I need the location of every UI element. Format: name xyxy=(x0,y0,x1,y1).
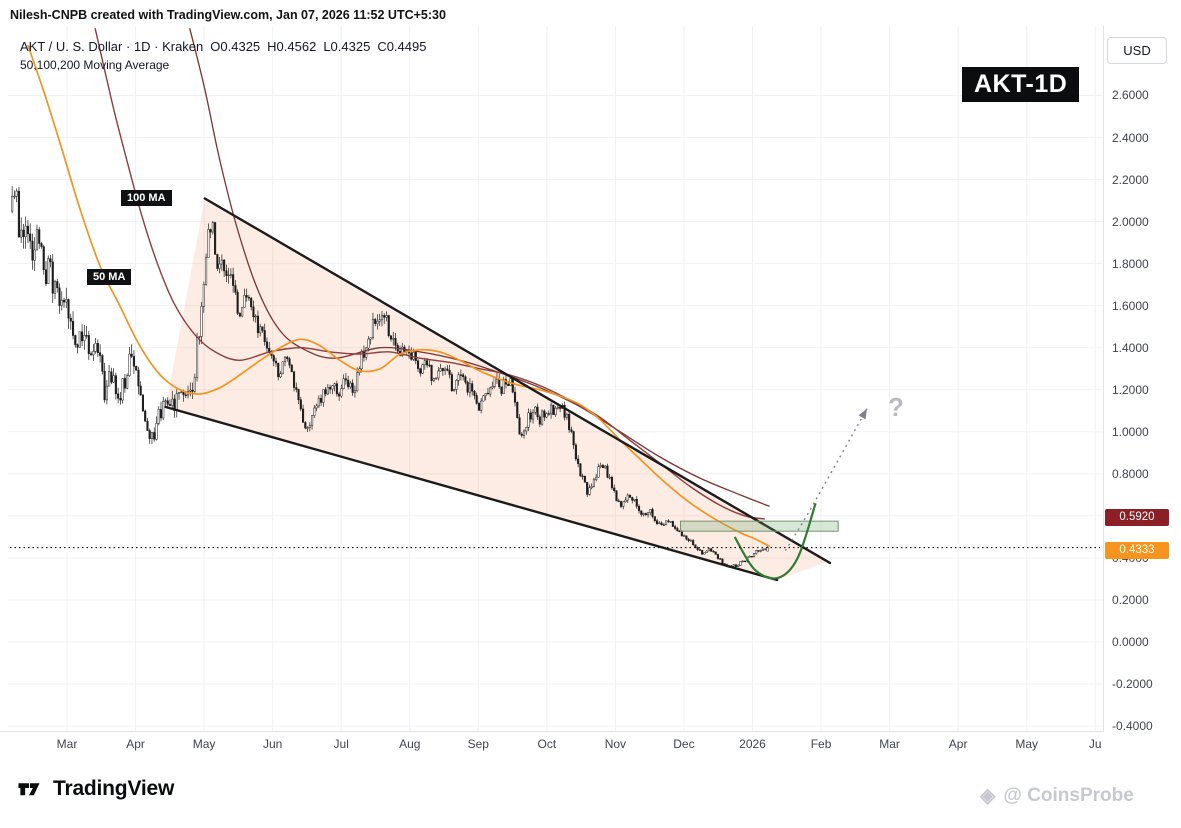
time-tick-label: Mar xyxy=(56,737,78,751)
ma50-annotation-badge[interactable]: 50 MA xyxy=(87,269,132,285)
time-tick-label: Jun xyxy=(262,737,283,751)
gem-icon: ◈ xyxy=(980,785,996,807)
question-mark-annotation: ? xyxy=(888,392,904,422)
time-tick-label: Oct xyxy=(537,737,557,751)
price-tick-label: 1.2000 xyxy=(1112,382,1149,397)
currency-toggle-button[interactable]: USD xyxy=(1107,37,1167,64)
price-tick-label: 2.2000 xyxy=(1112,172,1149,187)
attribution-text: Nilesh-CNPB created with TradingView.com… xyxy=(10,8,446,22)
time-tick-label: Feb xyxy=(810,737,832,751)
price-tick-label: 1.6000 xyxy=(1112,298,1149,313)
open-value: 0.4325 xyxy=(220,39,261,54)
coinsprobe-text: @ CoinsProbe xyxy=(1003,785,1134,806)
price-axis[interactable]: 2.6000 2.4000 2.2000 2.0000 1.8000 1.6000 1.40… xyxy=(1103,0,1181,734)
symbol-watermark-badge: AKT-1D xyxy=(962,67,1080,102)
time-tick-label: Jul xyxy=(333,737,349,751)
price-tick-label: 0.8000 xyxy=(1112,466,1149,481)
price-tick-label: -0.4000 xyxy=(1112,719,1153,734)
price-label-badge: 0.4333 xyxy=(1105,542,1169,560)
tradingview-logo-text: TradingView xyxy=(53,777,175,800)
time-axis[interactable]: Mar Apr May Jun Jul Aug Sep Oct Nov Dec 2026 Feb Mar… xyxy=(0,731,1120,759)
time-tick-label: Sep xyxy=(467,737,489,751)
symbol-title[interactable]: AKT / U. S. Dollar · 1D · Kraken xyxy=(20,39,204,54)
open-label: O xyxy=(210,39,221,54)
price-tick-label: 2.6000 xyxy=(1112,88,1149,103)
coinsprobe-watermark: ◈ @ CoinsProbe xyxy=(980,785,1134,807)
ma100-annotation-badge[interactable]: 100 MA xyxy=(121,190,172,206)
price-tick-label: 1.0000 xyxy=(1112,424,1149,439)
indicator-legend[interactable]: 50,100,200 Moving Average xyxy=(20,58,170,72)
close-label: C xyxy=(377,39,387,54)
time-tick-label: Ju xyxy=(1088,737,1102,751)
time-tick-label: Aug xyxy=(399,737,421,751)
tradingview-logo-icon xyxy=(18,783,40,796)
price-tick-label: 1.8000 xyxy=(1112,256,1149,271)
price-tick-label: 1.4000 xyxy=(1112,340,1149,355)
price-tick-label: 2.0000 xyxy=(1112,214,1149,229)
tradingview-logo[interactable]: TradingView xyxy=(12,777,174,801)
price-axis-separator xyxy=(1103,26,1104,731)
close-value: 0.4495 xyxy=(386,39,427,54)
low-value: 0.4325 xyxy=(330,39,371,54)
time-tick-label: Dec xyxy=(673,737,695,751)
price-tick-label: 0.2000 xyxy=(1112,592,1149,607)
high-value: 0.4562 xyxy=(276,39,317,54)
high-label: H xyxy=(267,39,277,54)
time-axis-separator xyxy=(0,731,1104,732)
time-tick-label: Mar xyxy=(879,737,900,751)
symbol-ohlc-line[interactable]: AKT / U. S. Dollar · 1D · Kraken O0.4325 H… xyxy=(20,39,426,54)
footer-bar: TradingView ◈ @ CoinsProbe xyxy=(0,762,1181,828)
time-tick-label: Apr xyxy=(126,737,145,751)
time-tick-label: May xyxy=(192,737,216,751)
time-tick-label: Nov xyxy=(604,737,627,751)
time-tick-label: 2026 xyxy=(739,737,766,751)
price-label-badge: 0.5920 xyxy=(1105,509,1169,527)
chart-legend: AKT / U. S. Dollar · 1D · Kraken O0.4325 H… xyxy=(20,39,426,72)
price-tick-label: 0.0000 xyxy=(1112,635,1149,649)
price-tick-label: 2.4000 xyxy=(1112,130,1149,145)
low-label: L xyxy=(323,39,331,54)
time-tick-label: May xyxy=(1015,737,1039,751)
price-tick-label: -0.2000 xyxy=(1112,677,1153,692)
time-tick-label: Apr xyxy=(948,737,968,751)
